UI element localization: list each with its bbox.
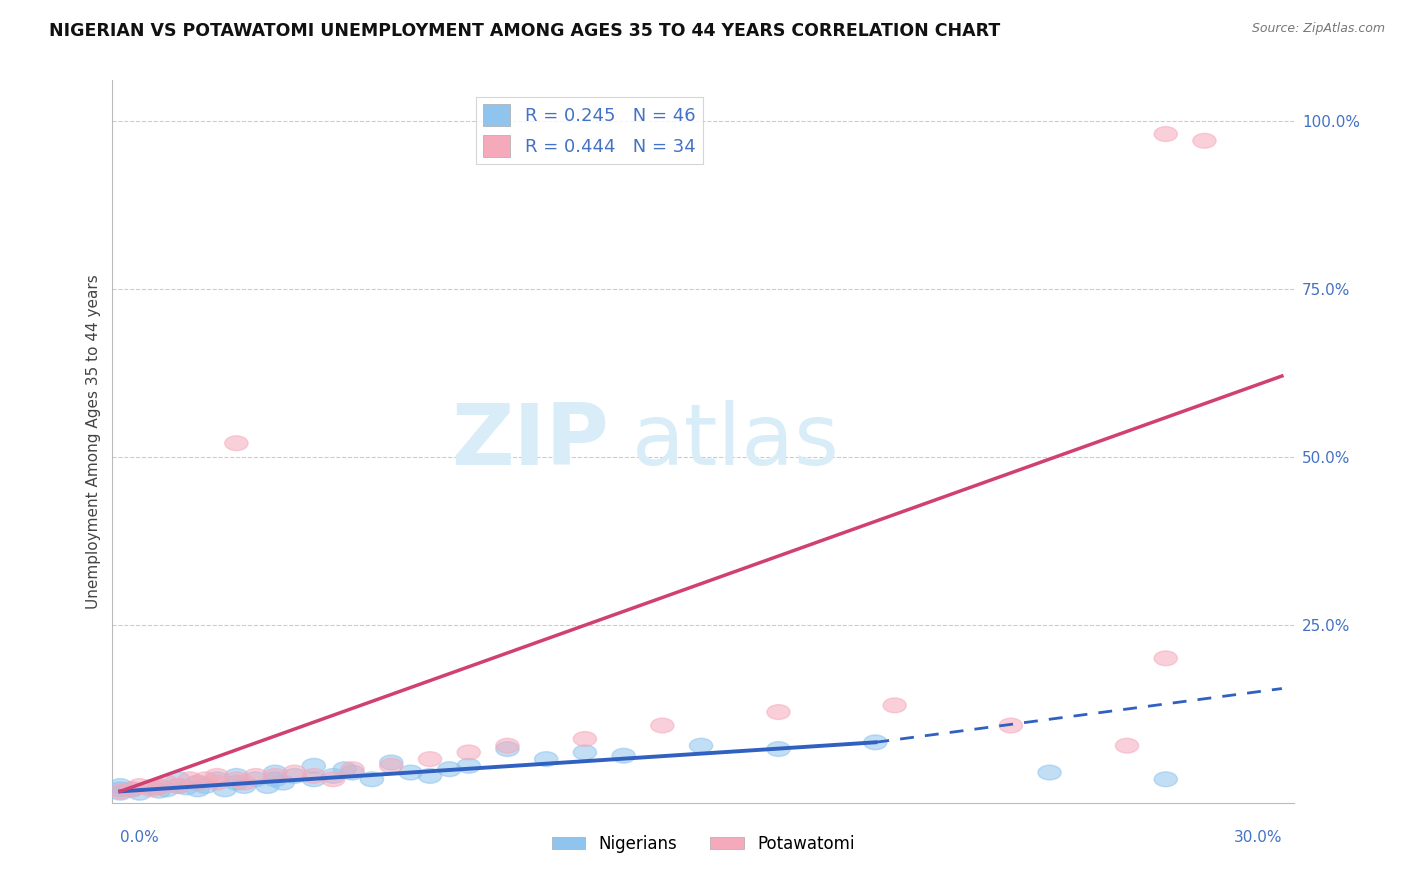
Ellipse shape <box>496 739 519 753</box>
Ellipse shape <box>256 779 278 793</box>
Ellipse shape <box>360 772 384 787</box>
Ellipse shape <box>205 772 229 787</box>
Text: 0.0%: 0.0% <box>121 830 159 845</box>
Ellipse shape <box>225 769 247 783</box>
Ellipse shape <box>534 752 558 766</box>
Ellipse shape <box>333 762 357 777</box>
Ellipse shape <box>457 758 481 773</box>
Ellipse shape <box>121 782 143 797</box>
Ellipse shape <box>322 769 344 783</box>
Text: atlas: atlas <box>633 400 841 483</box>
Ellipse shape <box>205 769 229 783</box>
Ellipse shape <box>128 779 152 793</box>
Ellipse shape <box>457 745 481 760</box>
Ellipse shape <box>214 782 236 797</box>
Ellipse shape <box>651 718 673 733</box>
Ellipse shape <box>689 739 713 753</box>
Ellipse shape <box>380 758 404 773</box>
Ellipse shape <box>496 741 519 756</box>
Ellipse shape <box>263 772 287 787</box>
Ellipse shape <box>766 705 790 720</box>
Ellipse shape <box>283 765 307 780</box>
Ellipse shape <box>139 782 163 797</box>
Ellipse shape <box>263 765 287 780</box>
Ellipse shape <box>1115 739 1139 753</box>
Ellipse shape <box>1154 772 1177 787</box>
Ellipse shape <box>205 775 229 790</box>
Ellipse shape <box>194 779 217 793</box>
Ellipse shape <box>108 779 132 793</box>
Ellipse shape <box>179 772 201 787</box>
Ellipse shape <box>225 436 247 450</box>
Ellipse shape <box>419 752 441 766</box>
Ellipse shape <box>148 779 170 793</box>
Ellipse shape <box>186 775 209 790</box>
Ellipse shape <box>245 769 267 783</box>
Text: NIGERIAN VS POTAWATOMI UNEMPLOYMENT AMONG AGES 35 TO 44 YEARS CORRELATION CHART: NIGERIAN VS POTAWATOMI UNEMPLOYMENT AMON… <box>49 22 1001 40</box>
Ellipse shape <box>167 772 190 787</box>
Ellipse shape <box>232 779 256 793</box>
Ellipse shape <box>167 779 190 793</box>
Ellipse shape <box>302 772 325 787</box>
Ellipse shape <box>1192 134 1216 148</box>
Ellipse shape <box>225 775 247 790</box>
Ellipse shape <box>186 782 209 797</box>
Ellipse shape <box>194 772 217 787</box>
Ellipse shape <box>322 772 344 787</box>
Legend: Nigerians, Potawatomi: Nigerians, Potawatomi <box>546 828 860 860</box>
Ellipse shape <box>121 782 143 797</box>
Ellipse shape <box>302 758 325 773</box>
Ellipse shape <box>380 756 404 770</box>
Text: 30.0%: 30.0% <box>1233 830 1282 845</box>
Text: Source: ZipAtlas.com: Source: ZipAtlas.com <box>1251 22 1385 36</box>
Ellipse shape <box>419 769 441 783</box>
Ellipse shape <box>108 782 132 797</box>
Ellipse shape <box>148 783 170 798</box>
Ellipse shape <box>574 745 596 760</box>
Ellipse shape <box>155 782 179 797</box>
Ellipse shape <box>340 762 364 777</box>
Ellipse shape <box>574 731 596 747</box>
Ellipse shape <box>139 780 163 795</box>
Ellipse shape <box>155 775 179 790</box>
Ellipse shape <box>1000 718 1022 733</box>
Text: ZIP: ZIP <box>451 400 609 483</box>
Ellipse shape <box>167 779 190 793</box>
Ellipse shape <box>340 765 364 780</box>
Ellipse shape <box>148 780 170 795</box>
Ellipse shape <box>108 784 132 798</box>
Ellipse shape <box>245 772 267 787</box>
Ellipse shape <box>612 748 636 764</box>
Ellipse shape <box>883 698 907 713</box>
Ellipse shape <box>1154 651 1177 665</box>
Ellipse shape <box>271 775 294 790</box>
Ellipse shape <box>766 741 790 756</box>
Ellipse shape <box>186 775 209 790</box>
Ellipse shape <box>108 785 132 800</box>
Ellipse shape <box>232 775 256 790</box>
Ellipse shape <box>302 769 325 783</box>
Ellipse shape <box>283 769 307 783</box>
Y-axis label: Unemployment Among Ages 35 to 44 years: Unemployment Among Ages 35 to 44 years <box>86 274 101 609</box>
Ellipse shape <box>1154 127 1177 142</box>
Ellipse shape <box>399 765 422 780</box>
Ellipse shape <box>863 735 887 749</box>
Ellipse shape <box>437 762 461 777</box>
Ellipse shape <box>128 785 152 800</box>
Ellipse shape <box>1038 765 1062 780</box>
Ellipse shape <box>225 772 247 787</box>
Ellipse shape <box>263 769 287 783</box>
Ellipse shape <box>174 780 198 795</box>
